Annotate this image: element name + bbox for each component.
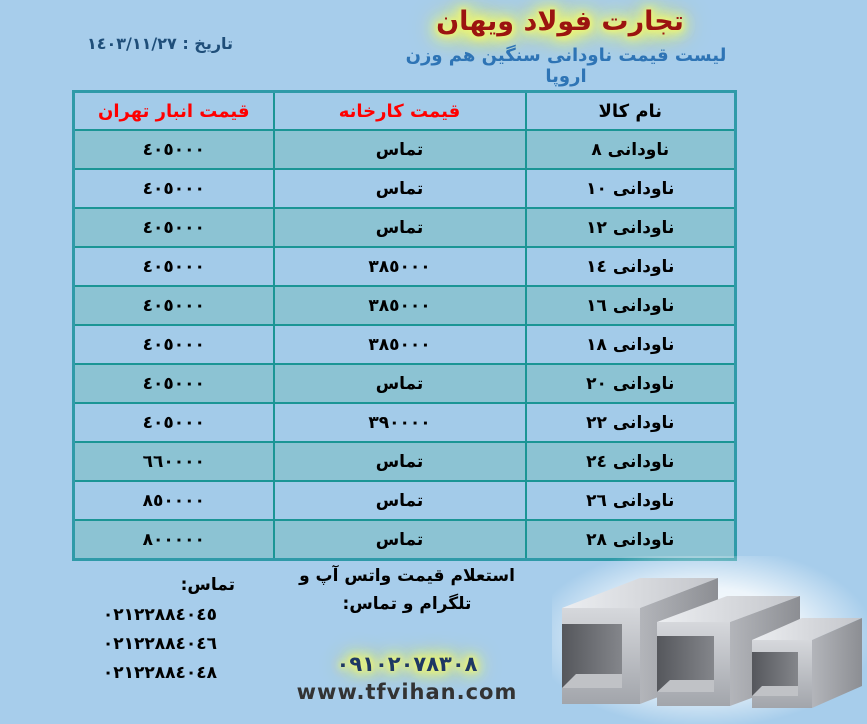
date-label: تاریخ : ١٤٠٣/١١/٢٧	[86, 34, 234, 53]
table-row: ناودانی ٨ تماس ٤٠٥٠٠٠	[72, 129, 737, 170]
factory-price-cell: ٣٩٠٠٠٠	[272, 402, 527, 443]
inquiry-block: استعلام قیمت واتس آپ و تلگرام و تماس: ٠٩…	[293, 562, 521, 704]
column-header-tehran-warehouse-price: قیمت انبار تهران	[72, 90, 275, 131]
steel-channels-photo	[552, 556, 867, 724]
tehran-price-cell: ٦٦٠٠٠٠	[72, 441, 275, 482]
tehran-price-cell: ٤٠٥٠٠٠	[72, 168, 275, 209]
tehran-price-cell: ٤٠٥٠٠٠	[72, 246, 275, 287]
table-row: ناودانی ١٢ تماس ٤٠٥٠٠٠	[72, 207, 737, 248]
factory-price-cell: ٣٨٥٠٠٠	[272, 324, 527, 365]
product-name-cell: ناودانی ٢٠	[524, 363, 737, 404]
table-row: ناودانی ٢٦ تماس ٨٥٠٠٠٠	[72, 480, 737, 521]
price-list-subtitle: لیست قیمت ناودانی سنگین هم وزن اروپا	[405, 45, 727, 87]
tehran-price-cell: ٤٠٥٠٠٠	[72, 324, 275, 365]
phone-number: ٠٢١٢٢٨٨٤٠٤٦	[102, 634, 218, 654]
product-name-cell: ناودانی ١٤	[524, 246, 737, 287]
product-name-cell: ناودانی ١٢	[524, 207, 737, 248]
steel-channels-illustration	[562, 578, 862, 708]
column-header-product-name: نام کالا	[524, 90, 737, 131]
tehran-price-cell: ٤٠٥٠٠٠	[72, 207, 275, 248]
website-url: www.tfvihan.com	[296, 680, 518, 704]
tehran-price-cell: ٤٠٥٠٠٠	[72, 129, 275, 170]
table-row: ناودانی ١٦ ٣٨٥٠٠٠ ٤٠٥٠٠٠	[72, 285, 737, 326]
phone-number: ٠٢١٢٢٨٨٤٠٤٥	[102, 605, 218, 625]
landline-contact-block: تماس: ٠٢١٢٢٨٨٤٠٤٥ ٠٢١٢٢٨٨٤٠٤٦ ٠٢١٢٢٨٨٤٠٤…	[55, 575, 265, 688]
product-name-cell: ناودانی ٢٦	[524, 480, 737, 521]
channel-small	[752, 618, 862, 708]
product-name-cell: ناودانی ٢٤	[524, 441, 737, 482]
table-row: ناودانی ٢٠ تماس ٤٠٥٠٠٠	[72, 363, 737, 404]
column-header-factory-price: قیمت کارخانه	[272, 90, 527, 131]
tehran-price-cell: ٨٥٠٠٠٠	[72, 480, 275, 521]
product-name-cell: ناودانی ٨	[524, 129, 737, 170]
table-row: ناودانی ٢٢ ٣٩٠٠٠٠ ٤٠٥٠٠٠	[72, 402, 737, 443]
product-name-cell: ناودانی ١٨	[524, 324, 737, 365]
price-table: نام کالا قیمت کارخانه قیمت انبار تهران ن…	[72, 90, 737, 561]
factory-price-cell: تماس	[272, 207, 527, 248]
table-row: ناودانی ١٨ ٣٨٥٠٠٠ ٤٠٥٠٠٠	[72, 324, 737, 365]
table-row: ناودانی ١٠ تماس ٤٠٥٠٠٠	[72, 168, 737, 209]
factory-price-cell: تماس	[272, 519, 527, 561]
factory-price-cell: ٣٨٥٠٠٠	[272, 285, 527, 326]
product-name-cell: ناودانی ١٠	[524, 168, 737, 209]
factory-price-cell: تماس	[272, 168, 527, 209]
tehran-price-cell: ٤٠٥٠٠٠	[72, 402, 275, 443]
product-name-cell: ناودانی ٢٨	[524, 519, 737, 561]
tehran-price-cell: ٤٠٥٠٠٠	[72, 363, 275, 404]
inquiry-text-line2: تلگرام و تماس:	[342, 594, 472, 614]
phone-number: ٠٢١٢٢٨٨٤٠٤٨	[102, 663, 218, 683]
tehran-price-cell: ٤٠٥٠٠٠	[72, 285, 275, 326]
company-title: تجارت فولاد ویهان	[436, 6, 684, 37]
product-name-cell: ناودانی ١٦	[524, 285, 737, 326]
price-table-header: نام کالا قیمت کارخانه قیمت انبار تهران	[72, 90, 737, 131]
mobile-number-highlighted: ٠٩١٠٢٠٧٨٣٠٨	[336, 652, 478, 676]
factory-price-cell: ٣٨٥٠٠٠	[272, 246, 527, 287]
factory-price-cell: تماس	[272, 363, 527, 404]
factory-price-cell: تماس	[272, 441, 527, 482]
inquiry-text-line1: استعلام قیمت واتس آپ و	[299, 566, 515, 586]
table-row: ناودانی ٢٨ تماس ٨٠٠٠٠٠	[72, 519, 737, 561]
factory-price-cell: تماس	[272, 129, 527, 170]
table-row: ناودانی ١٤ ٣٨٥٠٠٠ ٤٠٥٠٠٠	[72, 246, 737, 287]
tehran-price-cell: ٨٠٠٠٠٠	[72, 519, 275, 561]
table-row: ناودانی ٢٤ تماس ٦٦٠٠٠٠	[72, 441, 737, 482]
contact-label: تماس:	[180, 575, 235, 595]
factory-price-cell: تماس	[272, 480, 527, 521]
product-name-cell: ناودانی ٢٢	[524, 402, 737, 443]
